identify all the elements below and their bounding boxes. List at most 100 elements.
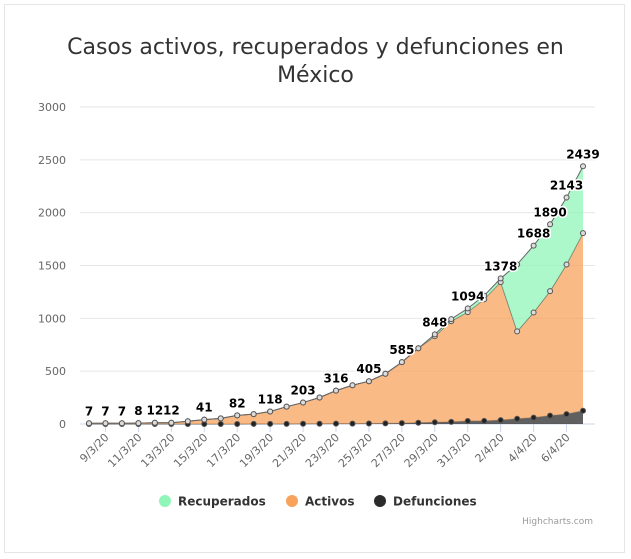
stack-label: 1890 bbox=[533, 205, 566, 219]
point bbox=[316, 394, 323, 401]
x-tick-label: 31/3/20 bbox=[435, 431, 474, 470]
point bbox=[382, 420, 389, 427]
point bbox=[464, 305, 471, 312]
legend-symbol bbox=[286, 495, 298, 507]
stack-label: 203 bbox=[291, 384, 316, 398]
point bbox=[530, 414, 537, 421]
point bbox=[267, 408, 274, 415]
stack-label: 7 bbox=[85, 404, 93, 418]
stack-label: 118 bbox=[258, 393, 283, 407]
x-tick-label: 29/3/20 bbox=[402, 431, 441, 470]
point bbox=[431, 419, 438, 426]
point bbox=[250, 420, 257, 427]
point bbox=[234, 412, 241, 419]
point bbox=[547, 288, 554, 295]
point bbox=[283, 403, 290, 410]
area bbox=[89, 410, 583, 424]
point bbox=[168, 419, 175, 426]
point bbox=[86, 420, 92, 427]
y-tick-label: 2500 bbox=[38, 154, 66, 167]
point bbox=[530, 242, 537, 249]
stack-label: 1378 bbox=[484, 259, 517, 273]
point bbox=[547, 412, 554, 419]
stack-label: 8 bbox=[134, 404, 142, 418]
x-tick-label: 6/4/20 bbox=[538, 431, 572, 465]
stack-label: 2439 bbox=[566, 147, 599, 161]
point bbox=[217, 415, 224, 422]
stack-label: 405 bbox=[356, 362, 381, 376]
point bbox=[530, 309, 537, 316]
y-tick-label: 0 bbox=[59, 418, 66, 431]
stack-label: 12 bbox=[147, 404, 164, 418]
point bbox=[563, 411, 570, 418]
point bbox=[514, 415, 521, 422]
stack-label: 585 bbox=[389, 343, 414, 357]
x-tick-label: 25/3/20 bbox=[336, 431, 375, 470]
credits: Highcharts.com bbox=[522, 517, 593, 527]
point bbox=[333, 420, 339, 427]
point bbox=[118, 420, 125, 427]
point bbox=[316, 420, 323, 427]
stack-label: 7 bbox=[118, 404, 126, 418]
y-tick-label: 1500 bbox=[38, 260, 66, 273]
point bbox=[481, 417, 488, 424]
point bbox=[580, 230, 586, 237]
point bbox=[283, 420, 290, 427]
x-tick-label: 21/3/20 bbox=[270, 431, 309, 470]
point bbox=[415, 345, 422, 352]
point bbox=[349, 382, 356, 389]
x-tick-label: 23/3/20 bbox=[303, 431, 342, 470]
y-tick-label: 2000 bbox=[38, 207, 66, 220]
point bbox=[431, 331, 438, 338]
chart-title: Casos activos, recuperados y defunciones… bbox=[67, 35, 564, 88]
stack-label: 41 bbox=[196, 401, 213, 415]
point bbox=[580, 163, 586, 170]
point bbox=[415, 419, 422, 426]
x-tick-label: 15/3/20 bbox=[171, 431, 210, 470]
point bbox=[398, 359, 405, 366]
stack-label: 2143 bbox=[550, 179, 583, 193]
point bbox=[563, 194, 570, 201]
y-tick-label: 500 bbox=[45, 365, 66, 378]
point bbox=[497, 275, 504, 282]
stack-label: 12 bbox=[163, 404, 180, 418]
y-tick-label: 1000 bbox=[38, 312, 66, 325]
point bbox=[514, 328, 521, 335]
x-tick-label: 2/4/20 bbox=[473, 431, 507, 465]
point bbox=[151, 419, 158, 426]
x-tick-label: 4/4/20 bbox=[505, 431, 539, 465]
stack-label: 82 bbox=[229, 396, 246, 410]
point bbox=[481, 292, 488, 299]
stack-label: 1688 bbox=[517, 227, 550, 241]
y-tick-label: 3000 bbox=[38, 101, 66, 114]
point bbox=[333, 387, 339, 394]
legend-label: Defunciones bbox=[393, 495, 477, 509]
point bbox=[365, 378, 372, 385]
point bbox=[250, 411, 257, 418]
legend-symbol bbox=[159, 495, 171, 507]
stack-label: 848 bbox=[422, 315, 447, 329]
x-tick-label: 19/3/20 bbox=[237, 431, 276, 470]
x-tick-label: 13/3/20 bbox=[138, 431, 177, 470]
stack-label: 1094 bbox=[451, 289, 484, 303]
stack-label: 316 bbox=[323, 372, 348, 386]
point bbox=[448, 316, 455, 323]
point bbox=[382, 370, 389, 377]
point bbox=[398, 420, 405, 427]
point bbox=[547, 221, 554, 228]
point bbox=[300, 399, 307, 406]
point bbox=[365, 420, 372, 427]
point bbox=[201, 416, 208, 423]
point bbox=[102, 420, 109, 427]
point bbox=[448, 418, 455, 425]
point bbox=[464, 418, 471, 425]
point bbox=[497, 417, 504, 424]
legend-symbol bbox=[374, 495, 386, 507]
point bbox=[267, 420, 274, 427]
point bbox=[135, 420, 142, 427]
x-tick-label: 17/3/20 bbox=[204, 431, 243, 470]
legend-label: Recuperados bbox=[178, 495, 266, 509]
point bbox=[300, 420, 307, 427]
